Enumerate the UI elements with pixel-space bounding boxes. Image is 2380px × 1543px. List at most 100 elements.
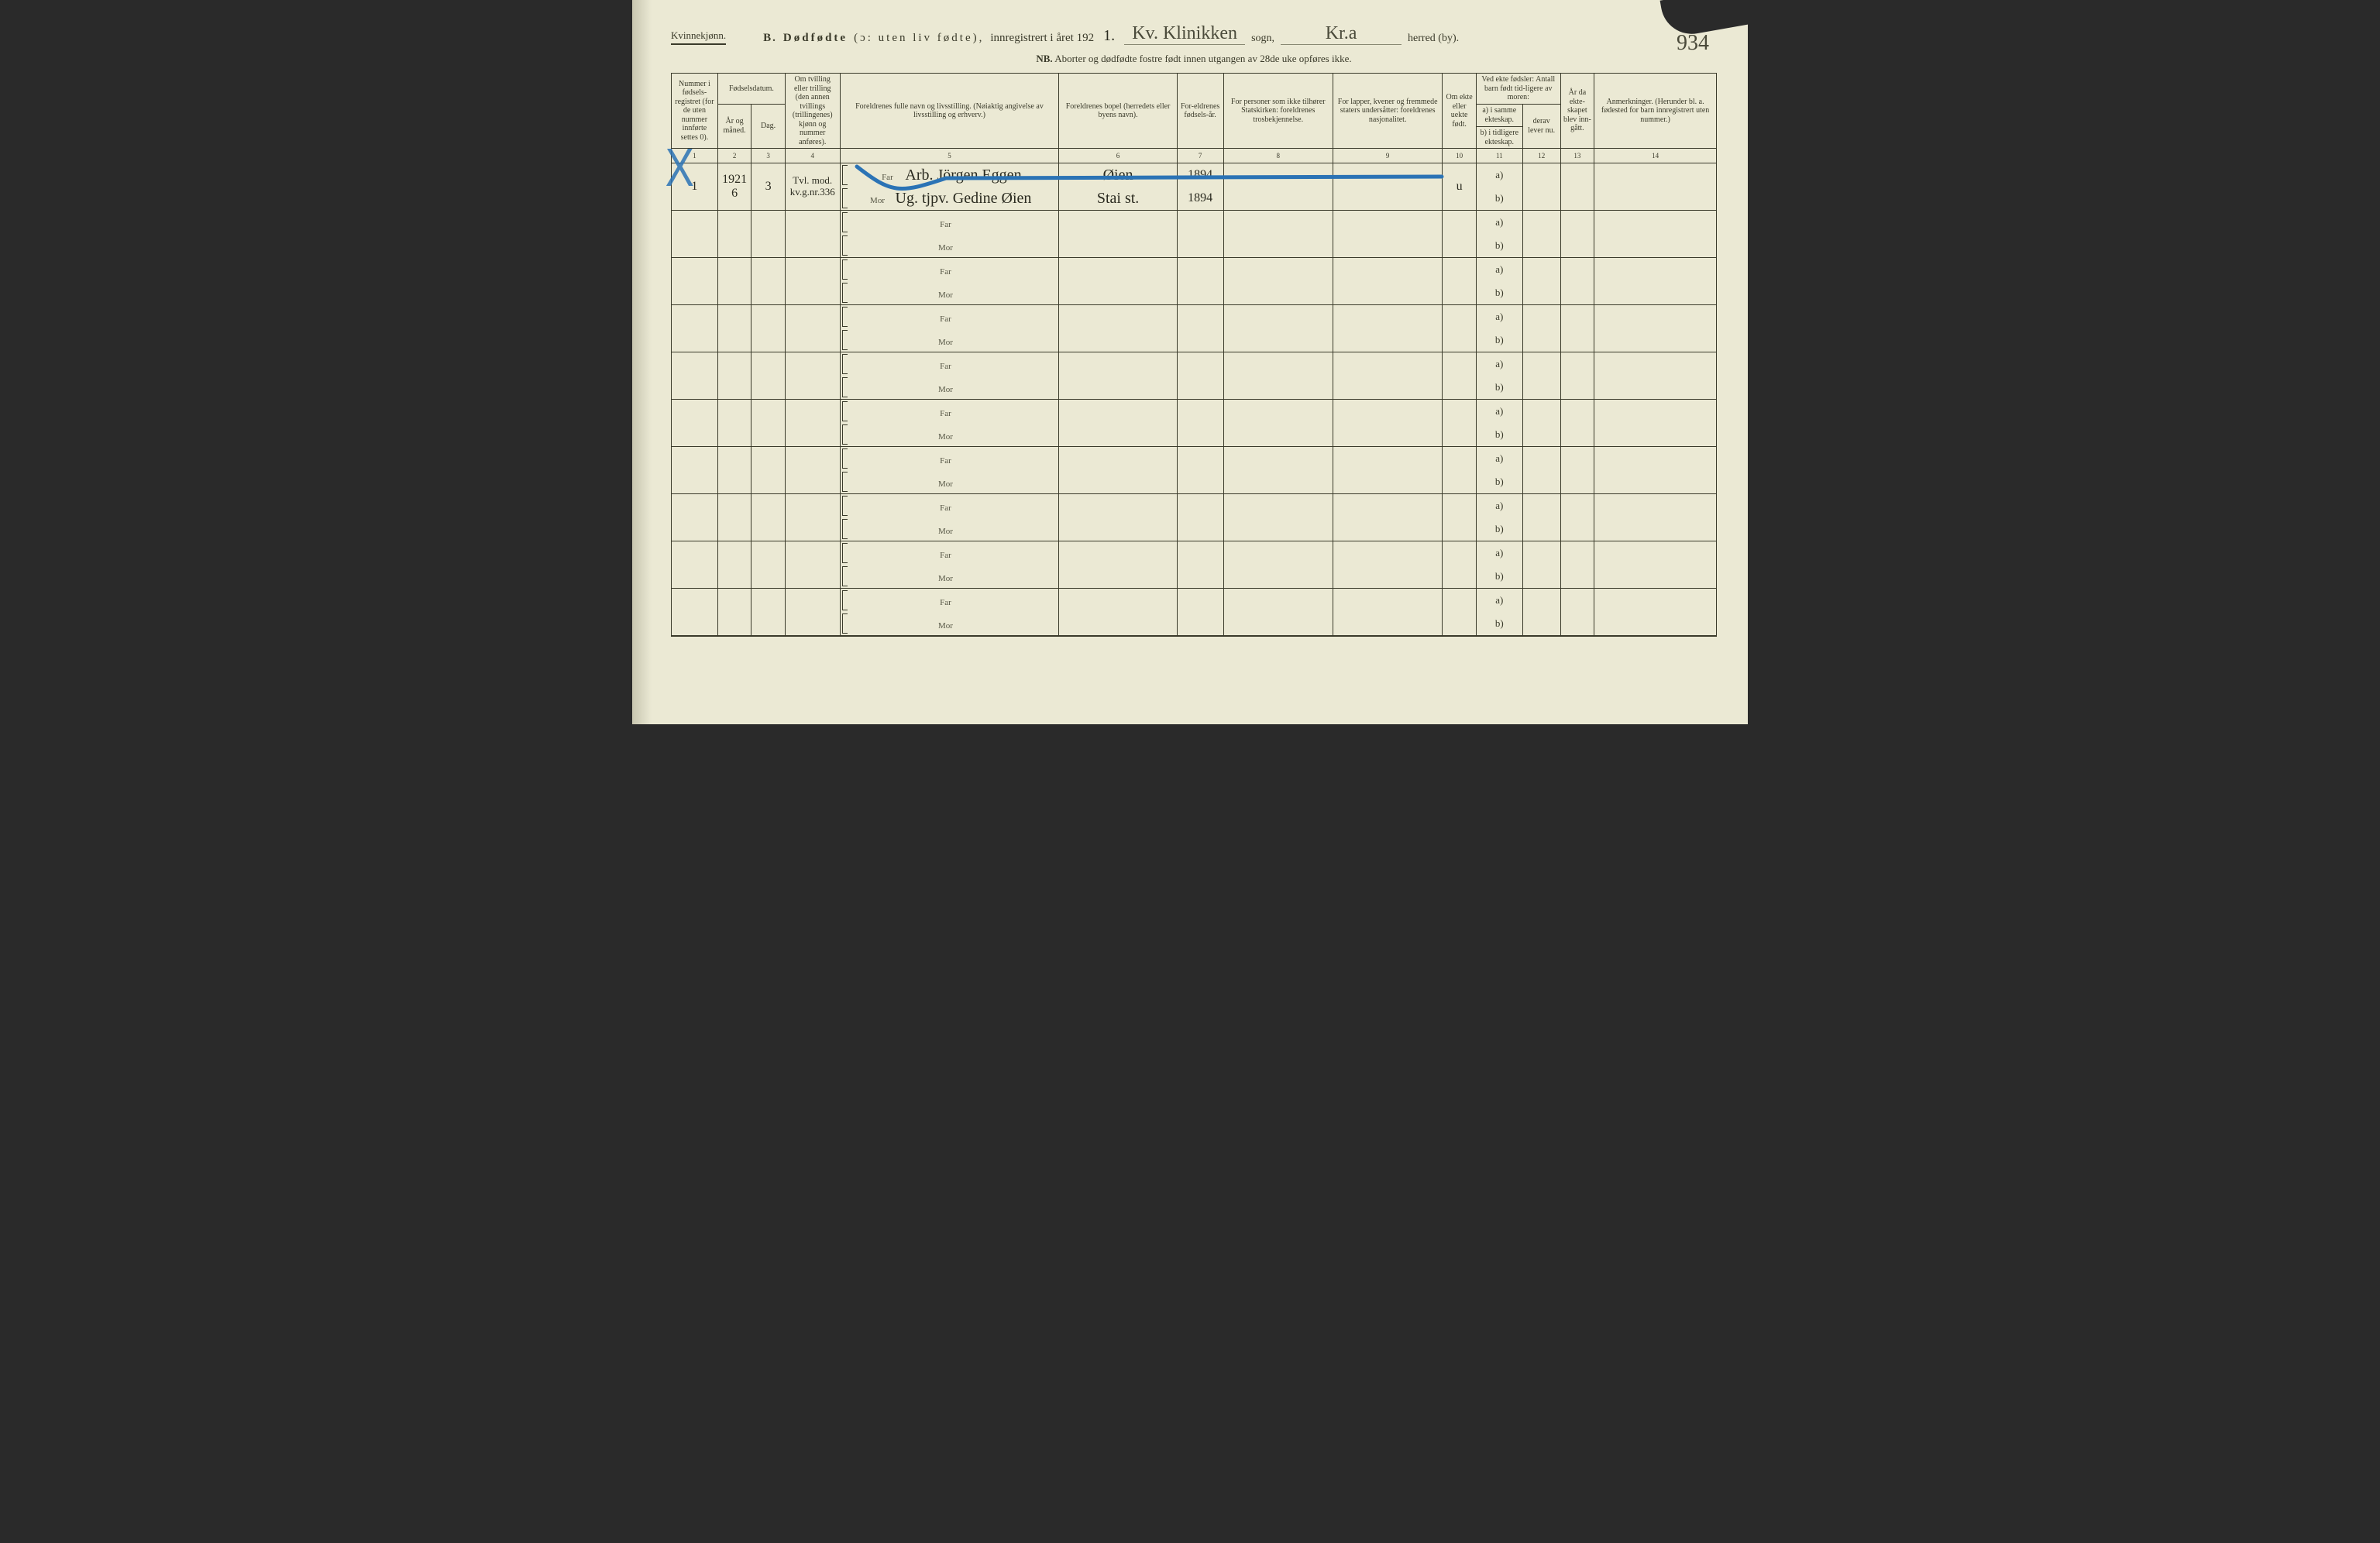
header-row: Kvinnekjønn. B. Dødfødte (ɔ: uten liv fø… xyxy=(671,23,1717,45)
cell-11b: b) xyxy=(1476,470,1522,494)
cell-12a xyxy=(1522,400,1560,424)
cell-far-name: Far xyxy=(840,258,1059,282)
title-bold: Dødfødte xyxy=(783,32,848,45)
cell-day xyxy=(751,352,786,400)
cell-12b xyxy=(1522,187,1560,211)
title-paren: (ɔ: uten liv fødte), xyxy=(854,32,984,45)
colnum: 14 xyxy=(1594,149,1717,163)
cell-anm xyxy=(1594,494,1717,541)
table-row: Fara) xyxy=(672,447,1717,471)
cell-aar xyxy=(1560,494,1594,541)
cell-day: 3 xyxy=(751,163,786,211)
cell-tros xyxy=(1223,258,1333,305)
cell-far-bopel xyxy=(1059,211,1177,235)
cell-year-month xyxy=(717,447,751,494)
cell-12a xyxy=(1522,447,1560,471)
table-row: Fara) xyxy=(672,400,1717,424)
cell-far-bopel xyxy=(1059,541,1177,565)
table-body: 11921 63Tvl. mod. kv.g.nr.336FarArb. Jör… xyxy=(672,163,1717,637)
cell-aar xyxy=(1560,400,1594,447)
cell-12b xyxy=(1522,470,1560,494)
cell-mor-name: MorUg. tjpv. Gedine Øien xyxy=(840,187,1059,211)
cell-far-year xyxy=(1177,589,1223,613)
cell-11a: a) xyxy=(1476,400,1522,424)
cell-year-month: 1921 6 xyxy=(717,163,751,211)
cell-year-month xyxy=(717,541,751,589)
colnum: 6 xyxy=(1059,149,1177,163)
cell-mor-bopel xyxy=(1059,423,1177,447)
cell-12a xyxy=(1522,352,1560,376)
col-8-header: For personer som ikke tilhører Statskirk… xyxy=(1223,74,1333,149)
cell-far-year: 1894 xyxy=(1177,163,1223,187)
cell-mor-bopel xyxy=(1059,612,1177,636)
colnum: 4 xyxy=(785,149,840,163)
cell-far-bopel xyxy=(1059,305,1177,329)
cell-num xyxy=(672,258,718,305)
column-numbers-row: 1 2 3 4 5 6 7 8 9 10 11 12 13 14 xyxy=(672,149,1717,163)
cell-nasj xyxy=(1333,589,1442,637)
cell-ekte xyxy=(1443,541,1477,589)
cell-day xyxy=(751,211,786,258)
col-11-top-header: Ved ekte fødsler: Antall barn født tid-l… xyxy=(1476,74,1560,105)
colnum: 8 xyxy=(1223,149,1333,163)
year-suffix: 1. xyxy=(1100,27,1118,45)
cell-nasj xyxy=(1333,258,1442,305)
cell-mor-name: Mor xyxy=(840,612,1059,636)
cell-aar xyxy=(1560,352,1594,400)
cell-aar xyxy=(1560,163,1594,211)
cell-day xyxy=(751,400,786,447)
cell-12a xyxy=(1522,258,1560,282)
table-head: Nummer i fødsels-registret (for de uten … xyxy=(672,74,1717,163)
cell-far-name: Far xyxy=(840,589,1059,613)
cell-num xyxy=(672,447,718,494)
section-letter: B. xyxy=(763,32,777,45)
cell-tros xyxy=(1223,163,1333,211)
cell-tros xyxy=(1223,589,1333,637)
cell-mor-bopel xyxy=(1059,281,1177,305)
cell-num xyxy=(672,211,718,258)
cell-day xyxy=(751,541,786,589)
cell-year-month xyxy=(717,258,751,305)
col-2-group-header: Fødselsdatum. xyxy=(717,74,785,105)
cell-far-bopel xyxy=(1059,352,1177,376)
cell-twin xyxy=(785,305,840,352)
colnum: 12 xyxy=(1522,149,1560,163)
cell-far-bopel xyxy=(1059,494,1177,518)
cell-far-bopel xyxy=(1059,589,1177,613)
cell-num: 1 xyxy=(672,163,718,211)
cell-12a xyxy=(1522,305,1560,329)
cell-anm xyxy=(1594,163,1717,211)
cell-11b: b) xyxy=(1476,281,1522,305)
table-row: 11921 63Tvl. mod. kv.g.nr.336FarArb. Jör… xyxy=(672,163,1717,187)
cell-mor-name: Mor xyxy=(840,328,1059,352)
cell-twin xyxy=(785,541,840,589)
cell-mor-name: Mor xyxy=(840,376,1059,400)
col-9-header: For lapper, kvener og fremmede staters u… xyxy=(1333,74,1442,149)
cell-12b xyxy=(1522,517,1560,541)
colnum: 2 xyxy=(717,149,751,163)
cell-year-month xyxy=(717,352,751,400)
cell-num xyxy=(672,305,718,352)
cell-12b xyxy=(1522,423,1560,447)
cell-year-month xyxy=(717,589,751,637)
cell-nasj xyxy=(1333,305,1442,352)
page-number: 934 xyxy=(1677,31,1709,56)
cell-anm xyxy=(1594,305,1717,352)
col-2a-header: År og måned. xyxy=(717,104,751,149)
cell-ekte xyxy=(1443,589,1477,637)
cell-far-name: Far xyxy=(840,447,1059,471)
cell-12a xyxy=(1522,211,1560,235)
cell-mor-year xyxy=(1177,612,1223,636)
cell-aar xyxy=(1560,589,1594,637)
cell-nasj xyxy=(1333,447,1442,494)
cell-nasj xyxy=(1333,163,1442,211)
cell-tros xyxy=(1223,305,1333,352)
col-6-header: Foreldrenes bopel (herredets eller byens… xyxy=(1059,74,1177,149)
cell-anm xyxy=(1594,258,1717,305)
col-10-header: Om ekte eller uekte født. xyxy=(1443,74,1477,149)
colnum: 9 xyxy=(1333,149,1442,163)
cell-far-year xyxy=(1177,258,1223,282)
cell-num xyxy=(672,494,718,541)
cell-12b xyxy=(1522,612,1560,636)
col-12-header: derav lever nu. xyxy=(1522,104,1560,149)
